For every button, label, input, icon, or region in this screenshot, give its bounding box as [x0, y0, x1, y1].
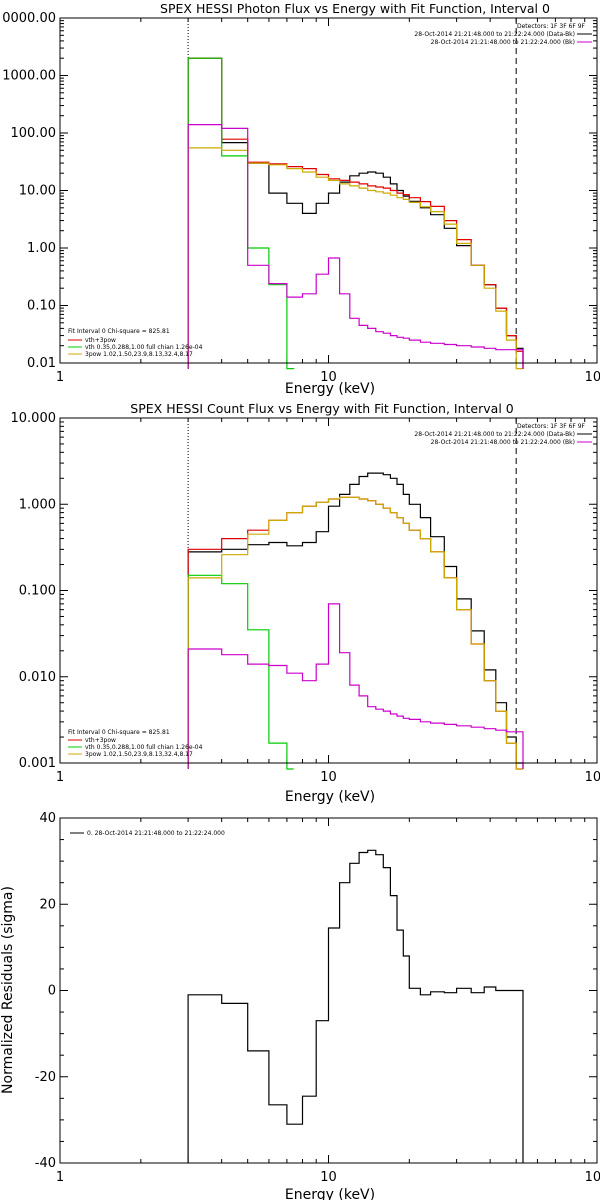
x-tick-label: 1	[56, 370, 64, 385]
count-plot-frame	[59, 417, 598, 764]
series-bk	[187, 124, 524, 369]
count-flux-panel: SPEX HESSI Count Flux vs Energy with Fit…	[11, 401, 600, 805]
count-x-axis-label: Energy (keV)	[285, 789, 375, 805]
series-3pow	[187, 496, 523, 770]
y-tick-label: 40	[39, 811, 56, 826]
y-tick-label: 20	[39, 897, 56, 912]
photon-fit-info: Fit Interval 0 Chi-square = 825.81	[68, 328, 170, 335]
count-legend-3pow: 3pow 1.02,1.50,23.9,8.13,32.4,8.17	[85, 751, 193, 758]
series-3pow	[187, 147, 524, 370]
x-tick-label: 1	[56, 770, 64, 785]
photon-legend-topright: Detectors: 1F 3F 6F 9F 28-Oct-2014 21:21…	[414, 23, 592, 46]
x-tick-label: 100	[585, 370, 600, 385]
photon-legend-vth: vth 0.35,0.288,1.00 full chian 1.26e-04	[85, 344, 203, 351]
count-legend-vth: vth 0.35,0.288,1.00 full chian 1.26e-04	[85, 744, 203, 751]
y-tick-label: 10.00	[19, 184, 56, 199]
photon-y-ticks: 0.01 0.10 1.00 10.00 100.00 1000.00 0000.00	[2, 11, 597, 371]
count-y-ticks: 0.001 0.010 0.100 1.000 10.000	[11, 411, 597, 771]
y-tick-label: 1000.00	[2, 69, 56, 84]
residuals-panel: -40 -20 0 20 40 1 10 100 Energy (keV) Normaliz…	[0, 811, 600, 1200]
count-fit-info: Fit Interval 0 Chi-square = 825.81	[68, 729, 170, 736]
count-legend-data-bk: 28-Oct-2014 21:21:48.000 to 21:22:24.000…	[414, 431, 575, 438]
count-legend-detectors: Detectors: 1F 3F 6F 9F	[517, 423, 586, 430]
photon-legend-data-bk: 28-Oct-2014 21:21:48.000 to 21:22:24.000…	[414, 31, 575, 38]
x-tick-label: 10	[320, 370, 337, 385]
y-tick-label: 1.00	[27, 241, 56, 256]
residuals-x-ticks: 1 10 100	[56, 818, 600, 1185]
x-tick-label: 1	[56, 1170, 64, 1185]
series-data-bk	[187, 472, 524, 769]
y-tick-label: 1.000	[19, 497, 56, 512]
y-tick-label: 0000.00	[2, 11, 56, 26]
count-legend-vth3pow: vth+3pow	[85, 737, 116, 744]
count-legend-bottomleft: Fit Interval 0 Chi-square = 825.81 vth+3…	[68, 729, 203, 758]
x-tick-label: 100	[585, 770, 600, 785]
photon-legend-detectors: Detectors: 1F 3F 6F 9F	[517, 23, 586, 30]
count-panel-title: SPEX HESSI Count Flux vs Energy with Fit…	[130, 401, 513, 416]
x-tick-label: 10	[320, 1170, 337, 1185]
photon-legend-bk: 28-Oct-2014 21:21:48.000 to 21:22:24.000…	[431, 39, 575, 46]
y-tick-label: 0.10	[27, 299, 56, 314]
residuals-series	[187, 849, 524, 1163]
y-tick-label: 0	[48, 984, 56, 999]
y-tick-label: 0.01	[27, 356, 56, 371]
y-tick-label: 10.000	[11, 411, 57, 426]
residuals-legend-text: 0. 28-Oct-2014 21:21:48.000 to 21:22:24.…	[87, 830, 225, 837]
residuals-plot-frame	[59, 817, 598, 1164]
series-vth	[187, 57, 295, 370]
y-tick-label: -20	[35, 1070, 56, 1085]
y-tick-label: 100.00	[11, 126, 57, 141]
residuals-y-axis-label: Normalized Residuals (sigma)	[0, 886, 16, 1094]
residuals-legend: 0. 28-Oct-2014 21:21:48.000 to 21:22:24.…	[70, 830, 225, 837]
residuals-y-ticks: -40 -20 0 20 40	[35, 811, 597, 1171]
photon-legend-3pow: 3pow 1.02,1.50,23.9,8.13,32.4,8.17	[85, 351, 193, 358]
residuals-x-axis-label: Energy (keV)	[285, 1187, 375, 1200]
series-0-28-oct-2014-21-21-48-000-to-21-22-24-000	[187, 849, 524, 1163]
y-tick-label: 0.001	[19, 756, 56, 771]
series-data-bk	[187, 57, 524, 369]
x-tick-label: 10	[320, 770, 337, 785]
photon-flux-panel: SPEX HESSI Photon Flux vs Energy with Fi…	[2, 1, 600, 397]
photon-legend-bottomleft: Fit Interval 0 Chi-square = 825.81 vth+3…	[68, 328, 203, 358]
x-tick-label: 100	[585, 1170, 600, 1185]
photon-plot-frame	[59, 17, 598, 364]
y-tick-label: 0.100	[19, 584, 56, 599]
photon-x-axis-label: Energy (keV)	[285, 381, 375, 397]
series-bk	[187, 603, 524, 769]
y-tick-label: -40	[35, 1156, 56, 1171]
count-legend-bk: 28-Oct-2014 21:21:48.000 to 21:22:24.000…	[431, 439, 575, 446]
count-series	[187, 472, 524, 770]
photon-reference-lines	[187, 18, 517, 363]
count-legend-topright: Detectors: 1F 3F 6F 9F 28-Oct-2014 21:21…	[414, 423, 592, 446]
y-tick-label: 0.010	[19, 670, 56, 685]
photon-series	[187, 57, 524, 370]
series-vth	[187, 574, 294, 770]
count-reference-lines	[187, 418, 517, 763]
series-vth-3pow	[187, 496, 523, 770]
photon-legend-vth3pow: vth+3pow	[85, 337, 116, 344]
photon-panel-title: SPEX HESSI Photon Flux vs Energy with Fi…	[160, 1, 550, 16]
series-vth-3pow	[187, 57, 524, 369]
